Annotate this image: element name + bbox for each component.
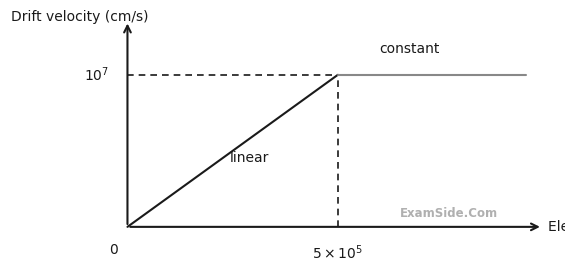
Text: $5\times10^{5}$: $5\times10^{5}$ xyxy=(312,243,363,262)
Text: ExamSide.Com: ExamSide.Com xyxy=(399,208,498,220)
Text: Electric field (V/cm): Electric field (V/cm) xyxy=(548,220,565,234)
Text: 0: 0 xyxy=(109,243,118,257)
Text: $10^{7}$: $10^{7}$ xyxy=(84,65,110,84)
Text: linear: linear xyxy=(230,151,269,165)
Text: Drift velocity (cm/s): Drift velocity (cm/s) xyxy=(11,10,149,24)
Text: constant: constant xyxy=(379,42,440,56)
